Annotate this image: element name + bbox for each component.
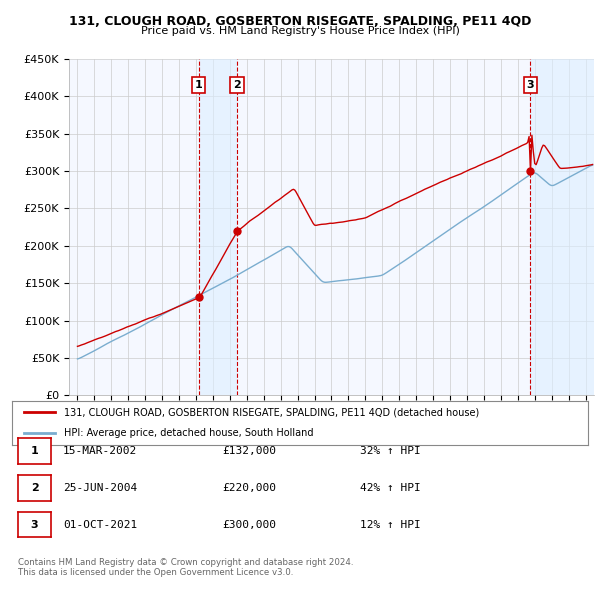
Text: 131, CLOUGH ROAD, GOSBERTON RISEGATE, SPALDING, PE11 4QD (detached house): 131, CLOUGH ROAD, GOSBERTON RISEGATE, SP…	[64, 407, 479, 417]
Text: 3: 3	[527, 80, 535, 90]
Text: Price paid vs. HM Land Registry's House Price Index (HPI): Price paid vs. HM Land Registry's House …	[140, 26, 460, 36]
Text: £132,000: £132,000	[222, 447, 276, 456]
Text: £220,000: £220,000	[222, 483, 276, 493]
Text: 2: 2	[233, 80, 241, 90]
Text: £300,000: £300,000	[222, 520, 276, 529]
Text: 01-OCT-2021: 01-OCT-2021	[63, 520, 137, 529]
Text: 32% ↑ HPI: 32% ↑ HPI	[360, 447, 421, 456]
Bar	[199, 59, 237, 395]
Text: 2: 2	[31, 483, 38, 493]
Text: Contains HM Land Registry data © Crown copyright and database right 2024.
This d: Contains HM Land Registry data © Crown c…	[18, 558, 353, 577]
Text: 15-MAR-2002: 15-MAR-2002	[63, 447, 137, 456]
Bar	[530, 59, 600, 395]
Text: 42% ↑ HPI: 42% ↑ HPI	[360, 483, 421, 493]
Text: 131, CLOUGH ROAD, GOSBERTON RISEGATE, SPALDING, PE11 4QD: 131, CLOUGH ROAD, GOSBERTON RISEGATE, SP…	[69, 15, 531, 28]
Text: 1: 1	[195, 80, 203, 90]
Text: 3: 3	[31, 520, 38, 529]
Text: 12% ↑ HPI: 12% ↑ HPI	[360, 520, 421, 529]
Text: 1: 1	[31, 447, 38, 456]
Text: 25-JUN-2004: 25-JUN-2004	[63, 483, 137, 493]
Text: HPI: Average price, detached house, South Holland: HPI: Average price, detached house, Sout…	[64, 428, 313, 438]
